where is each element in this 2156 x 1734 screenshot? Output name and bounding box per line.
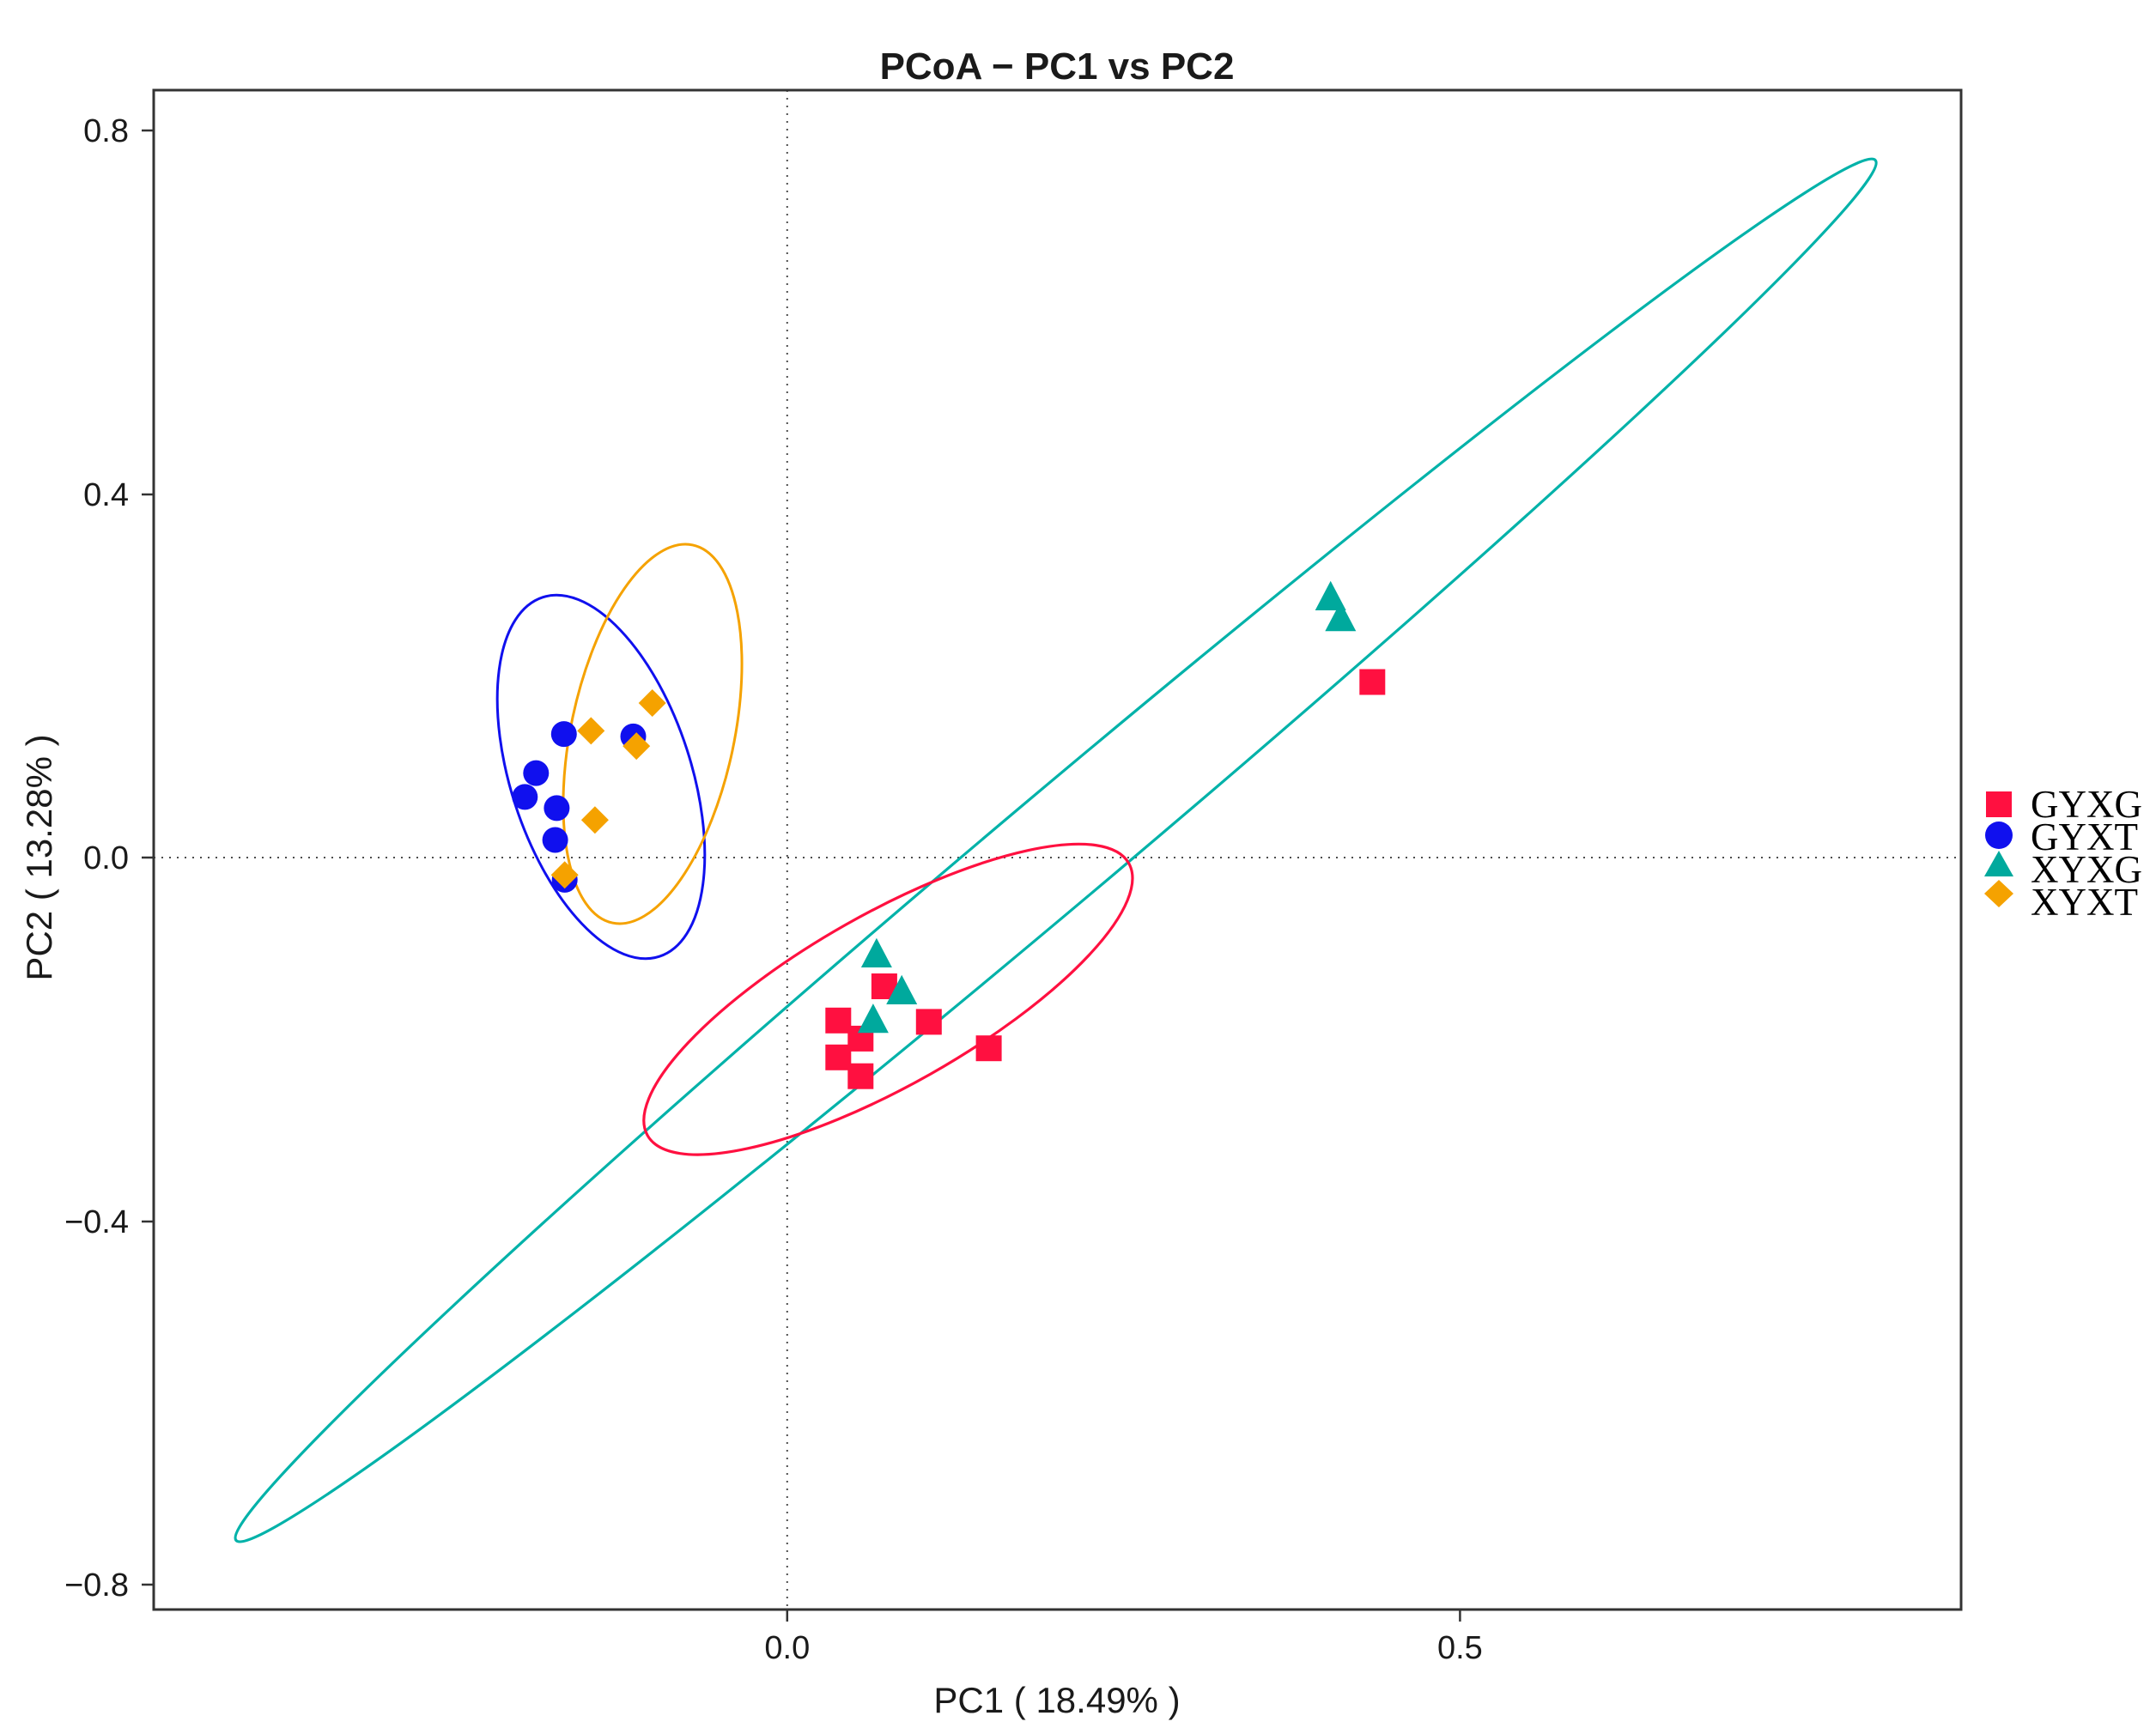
- svg-text:PC2 ( 13.28% ): PC2 ( 13.28% ): [19, 734, 59, 980]
- svg-text:0.5: 0.5: [1437, 1630, 1483, 1666]
- svg-text:−0.8: −0.8: [64, 1567, 129, 1604]
- svg-text:0.0: 0.0: [764, 1630, 810, 1666]
- svg-text:PCoA − PC1 vs PC2: PCoA − PC1 vs PC2: [880, 45, 1235, 88]
- svg-text:0.8: 0.8: [83, 113, 129, 149]
- svg-text:−0.4: −0.4: [64, 1204, 129, 1240]
- svg-text:PC1 ( 18.49% ): PC1 ( 18.49% ): [933, 1680, 1180, 1720]
- svg-text:0.0: 0.0: [83, 840, 129, 876]
- svg-text:0.4: 0.4: [83, 477, 129, 513]
- svg-text:XYXT: XYXT: [2031, 881, 2138, 924]
